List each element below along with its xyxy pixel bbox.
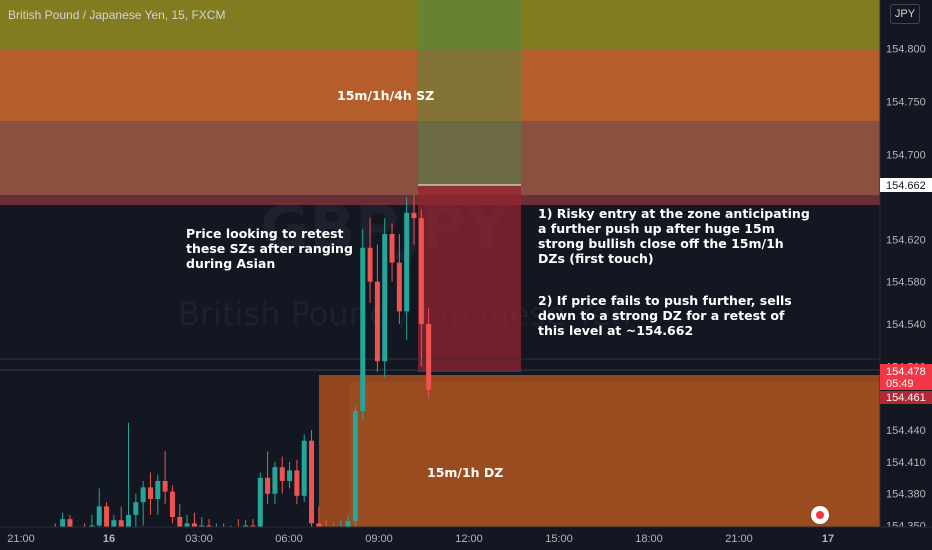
demand-zone-label: 15m/1h DZ — [427, 465, 504, 480]
demand-price-label: 154.461 — [886, 392, 926, 404]
candle-body[interactable] — [382, 234, 388, 362]
candle-body[interactable] — [140, 487, 146, 503]
price-tick-label: 154.410 — [886, 457, 926, 469]
short-stop-zone[interactable] — [418, 185, 521, 372]
candle-body[interactable] — [104, 506, 110, 527]
entry-note: 1) Risky entry at the zone anticipating … — [538, 206, 810, 266]
candle-body[interactable] — [389, 234, 395, 263]
record-icon[interactable] — [811, 506, 829, 524]
candle-body[interactable] — [316, 523, 322, 527]
retest-note: Price looking to retest these SZs after … — [186, 226, 353, 271]
entry-price-marker — [880, 178, 932, 192]
demand-zone[interactable] — [319, 375, 880, 527]
entry-price-label: 154.662 — [886, 180, 926, 192]
candle-body[interactable] — [272, 467, 278, 494]
price-tick-label: 154.700 — [886, 150, 926, 162]
candle-body[interactable] — [199, 525, 205, 528]
demand-zone-inner — [349, 382, 880, 527]
candle-body[interactable] — [162, 480, 168, 492]
time-tick-label: 16 — [103, 533, 115, 545]
last-price-marker — [880, 364, 932, 390]
candle-body[interactable] — [126, 514, 132, 527]
time-tick-label: 03:00 — [185, 533, 213, 545]
candle-body[interactable] — [191, 523, 197, 527]
price-tick-label: 154.580 — [886, 277, 926, 289]
candle-body[interactable] — [404, 212, 410, 312]
price-tick-label: 154.620 — [886, 234, 926, 246]
candle-body[interactable] — [67, 519, 73, 527]
candle-body[interactable] — [250, 525, 256, 528]
time-tick-label: 09:00 — [365, 533, 393, 545]
candle-body[interactable] — [206, 525, 212, 528]
candle-body[interactable] — [374, 281, 380, 362]
price-axis[interactable] — [880, 0, 932, 550]
supply-zone-label: 15m/1h/4h SZ — [337, 88, 435, 103]
candle-body[interactable] — [243, 525, 249, 528]
candle-body[interactable] — [265, 477, 271, 494]
candle-body[interactable] — [147, 487, 153, 499]
demand-price-marker — [880, 391, 932, 404]
candle-body[interactable] — [301, 440, 307, 496]
candle-body[interactable] — [367, 247, 373, 282]
currency-button[interactable]: JPY — [890, 4, 920, 24]
price-tick-label: 154.440 — [886, 425, 926, 437]
bar-countdown-label: 05:49 — [886, 378, 914, 390]
candle-body[interactable] — [426, 324, 432, 390]
candle-body[interactable] — [279, 467, 285, 481]
symbol-title[interactable]: British Pound / Japanese Yen, 15, FXCM — [8, 8, 226, 22]
candle-body[interactable] — [352, 411, 358, 522]
candle-body[interactable] — [294, 470, 300, 496]
time-tick-label: 18:00 — [635, 533, 663, 545]
time-tick-label: 21:00 — [7, 533, 35, 545]
candle-body[interactable] — [89, 525, 95, 528]
candle-body[interactable] — [96, 506, 102, 526]
time-tick-label: 12:00 — [455, 533, 483, 545]
supply-zone-band — [0, 49, 880, 121]
price-tick-label: 154.380 — [886, 489, 926, 501]
time-tick-label: 17 — [822, 533, 834, 545]
candle-body[interactable] — [177, 517, 183, 527]
last-price-label: 154.478 — [886, 366, 926, 378]
candle-body[interactable] — [169, 491, 175, 518]
candle-body[interactable] — [60, 519, 66, 527]
candle-body[interactable] — [345, 521, 351, 527]
time-tick-label: 21:00 — [725, 533, 753, 545]
candle-body[interactable] — [287, 470, 293, 481]
supply-zone-top-band — [0, 0, 880, 49]
candle-body[interactable] — [184, 523, 190, 527]
price-tick-label: 154.540 — [886, 319, 926, 331]
supply-zone-lower-band — [0, 121, 880, 195]
candle-body[interactable] — [118, 520, 124, 527]
candle-body[interactable] — [257, 477, 263, 527]
candle-body[interactable] — [111, 520, 117, 527]
candle-body[interactable] — [396, 262, 402, 312]
candle-body[interactable] — [155, 480, 161, 499]
candle-body[interactable] — [411, 212, 417, 219]
candle-body[interactable] — [418, 218, 424, 325]
fail-scenario-note: 2) If price fails to push further, sells… — [538, 293, 792, 338]
candle-body[interactable] — [309, 440, 315, 524]
short-target-zone[interactable] — [418, 0, 521, 185]
time-axis[interactable] — [0, 527, 932, 550]
candle-body[interactable] — [360, 247, 366, 412]
candle-body[interactable] — [133, 502, 139, 515]
price-tick-label: 154.750 — [886, 97, 926, 109]
price-tick-label: 154.800 — [886, 44, 926, 56]
time-tick-label: 06:00 — [275, 533, 303, 545]
time-tick-label: 15:00 — [545, 533, 573, 545]
